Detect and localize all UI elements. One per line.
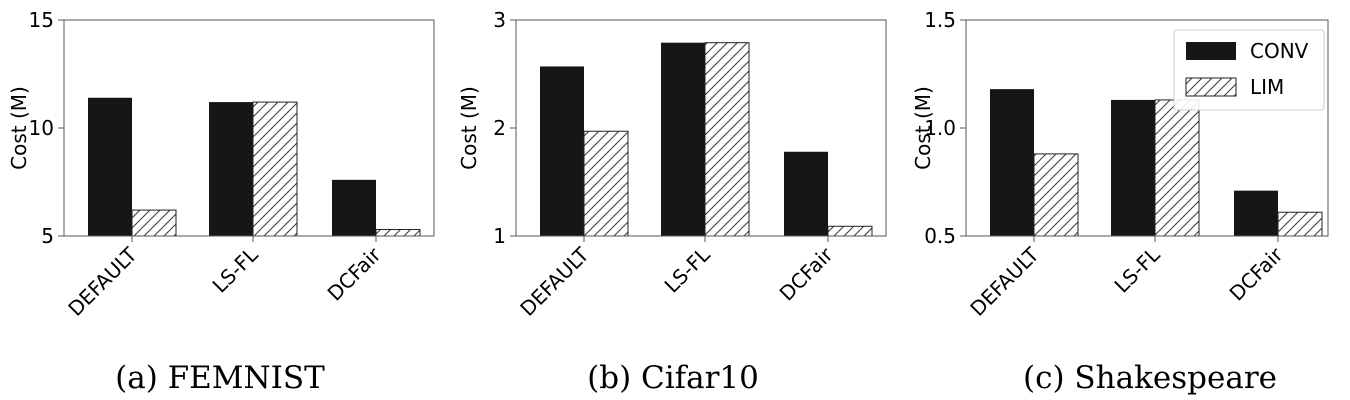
- bar-conv-default: [88, 97, 132, 236]
- y-tick-label: 15: [29, 8, 54, 32]
- y-tick-label: 10: [29, 116, 54, 140]
- chart-panel-2: 1 2 3 DEFAULT LS-FL DCFair Cost (M) (b) Cifar10: [457, 8, 887, 396]
- y-tick-label: 2: [493, 116, 506, 140]
- y-tick-label: 3: [493, 8, 506, 32]
- legend: CONV LIM: [1173, 29, 1325, 111]
- bar-lim-ls-fl: [1154, 99, 1200, 237]
- charts-root: 5 10 15 DEFAULT LS-FL DCFair Cost (M) (a) FEMNI…: [7, 8, 1329, 396]
- y-tick-label: 5: [41, 224, 54, 248]
- bar-lim-ls-fl: [252, 101, 298, 237]
- chart-panel-3: 0.5 1.0 1.5 DEFAULT LS-FL DCFair Cost (M) (c) S…: [911, 8, 1329, 396]
- bar-conv-ls-fl: [209, 102, 253, 236]
- chart-caption: (c) Shakespeare: [1023, 360, 1277, 396]
- x-tick-label-default: DEFAULT: [515, 242, 594, 321]
- chart-caption: (a) FEMNIST: [115, 360, 325, 396]
- x-tick-label-ls-fl: LS-FL: [660, 242, 716, 298]
- legend-swatch-conv: [1186, 42, 1236, 60]
- bar-lim-default: [1033, 153, 1079, 237]
- bar-conv-dcfair: [332, 179, 376, 236]
- x-tick-label-ls-fl: LS-FL: [1110, 242, 1166, 298]
- x-tick-label-default: DEFAULT: [63, 242, 142, 321]
- legend-swatch-lim: [1185, 77, 1237, 97]
- x-tick-label-dcfair: DCFair: [775, 242, 839, 306]
- y-tick-label: 0.5: [924, 224, 956, 248]
- bar-lim-dcfair: [1277, 211, 1323, 237]
- chart-panel-1: 5 10 15 DEFAULT LS-FL DCFair Cost (M) (a) FEMNI…: [7, 8, 435, 396]
- bar-conv-default: [990, 89, 1034, 237]
- bar-lim-default: [583, 130, 629, 237]
- legend-label-conv: CONV: [1250, 39, 1309, 63]
- bar-lim-dcfair: [827, 225, 873, 237]
- bar-conv-ls-fl: [1111, 99, 1155, 236]
- chart-caption: (b) Cifar10: [587, 360, 759, 396]
- x-tick-label-default: DEFAULT: [965, 242, 1044, 321]
- x-tick-label-dcfair: DCFair: [323, 242, 387, 306]
- bar-lim-default: [131, 209, 177, 237]
- bar-conv-ls-fl: [661, 42, 705, 237]
- bar-lim-ls-fl: [704, 42, 750, 237]
- y-tick-label: 1.0: [924, 116, 956, 140]
- x-tick-label-ls-fl: LS-FL: [208, 242, 264, 298]
- bar-lim-dcfair: [375, 229, 421, 237]
- y-axis-label: Cost (M): [911, 86, 935, 170]
- bar-conv-dcfair: [784, 151, 828, 236]
- y-axis-label: Cost (M): [7, 86, 31, 170]
- bar-conv-default: [540, 66, 584, 236]
- bar-conv-dcfair: [1234, 190, 1278, 236]
- y-tick-label: 1.5: [924, 8, 956, 32]
- y-tick-label: 1: [493, 224, 506, 248]
- y-axis-label: Cost (M): [457, 86, 481, 170]
- x-tick-label-dcfair: DCFair: [1225, 242, 1289, 306]
- legend-label-lim: LIM: [1250, 75, 1284, 99]
